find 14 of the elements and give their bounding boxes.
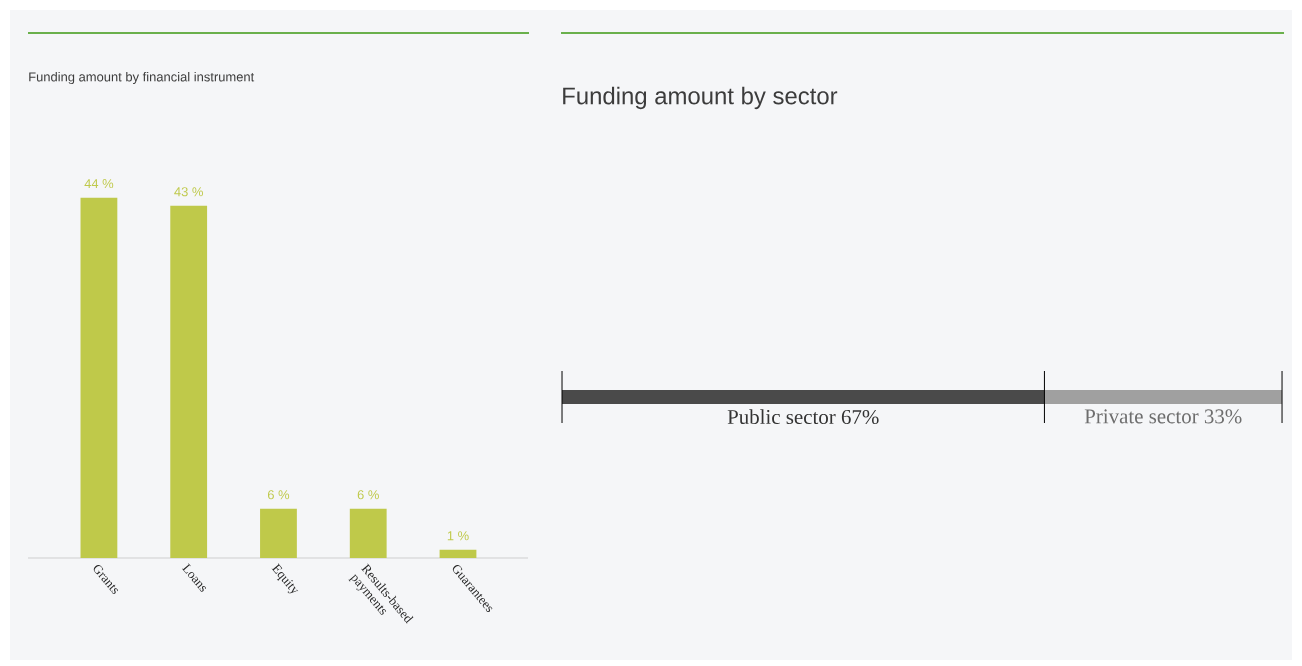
data-label: Public sector 67% <box>727 409 879 425</box>
bar <box>80 197 118 558</box>
bar <box>260 508 297 558</box>
chart-title: Funding amount by sector <box>563 86 838 110</box>
bar <box>349 508 387 558</box>
chart-title: Funding amount by financial instrument <box>29 71 255 85</box>
data-label: 44 % <box>84 179 114 189</box>
bar <box>170 205 208 558</box>
data-label: 6 % <box>357 490 379 500</box>
data-label: 6 % <box>267 490 290 500</box>
data-label: Private sector 33% <box>1084 409 1242 424</box>
data-label: 1 % <box>447 531 469 541</box>
data-label: 43 % <box>174 187 203 197</box>
bar <box>439 549 477 558</box>
